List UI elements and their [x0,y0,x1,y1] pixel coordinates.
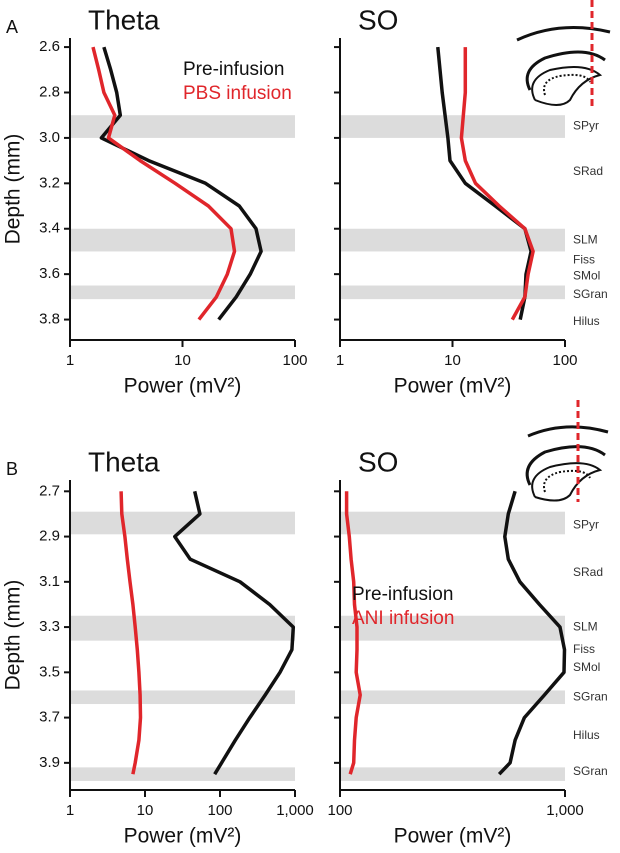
chart-title: Theta [88,446,160,477]
series-line [497,490,567,776]
y-tick-label: 2.8 [39,83,60,100]
chart-title: SO [358,4,398,35]
x-tick-label: 1 [336,352,344,369]
layer-band [71,285,295,300]
chart-title: SO [358,446,398,477]
layer-band [71,228,295,252]
layer-label: SGran [573,689,608,703]
legend-entry: ANI infusion [352,608,454,629]
series-line [119,491,143,775]
y-tick-label: 3.9 [39,754,60,771]
layer-band [341,115,565,138]
x-tick-label: 100 [327,802,352,819]
y-axis-label: Depth (mm) [2,134,25,245]
x-tick-label: 10 [137,802,154,819]
x-tick-label: 10 [174,352,191,369]
panel-label: A [6,17,18,37]
layer-label: SPyr [573,119,599,133]
legend-entry: Pre-infusion [352,584,453,605]
layer-band [71,615,295,641]
layer-label: SLM [573,619,598,633]
series-line [344,491,362,775]
layer-band [71,767,295,781]
hippocampus-icon [525,400,609,502]
layer-band [341,285,565,300]
layer-band [341,690,565,705]
layer-label: SGran [573,287,608,301]
series-line [91,46,237,321]
x-tick-label: 1,000 [546,802,584,819]
x-tick-label: 100 [282,352,307,369]
layer-band [71,511,295,535]
y-tick-label: 3.2 [39,174,60,191]
series-line [99,46,263,321]
layer-label: SMol [573,660,600,674]
x-tick-label: 1 [66,352,74,369]
series-line [436,46,533,320]
layer-band [341,615,565,641]
x-axis-label: Power (mV²) [124,375,242,398]
x-axis-label: Power (mV²) [394,375,512,398]
y-tick-label: 3.6 [39,265,60,282]
layer-band [341,511,565,535]
x-tick-label: 100 [207,802,232,819]
x-axis-label: Power (mV²) [394,825,512,848]
panel-label: B [6,459,18,479]
layer-label: SRad [573,164,603,178]
layer-label: SRad [573,565,603,579]
layer-band [71,690,295,705]
hippocampus-icon [516,0,611,108]
y-tick-label: 3.7 [39,709,60,726]
layer-label: Hilus [573,728,600,742]
series-line [173,490,296,776]
layer-label: SMol [573,269,600,283]
layer-label: SPyr [573,517,599,531]
x-tick-label: 10 [444,352,461,369]
y-tick-label: 2.7 [39,482,60,499]
y-tick-label: 3.8 [39,311,60,328]
y-tick-label: 3.4 [39,220,60,237]
x-tick-label: 100 [552,352,577,369]
x-tick-label: 1,000 [276,802,314,819]
layer-band [341,767,565,781]
layer-label: Fiss [573,253,595,267]
y-tick-label: 3.1 [39,573,60,590]
y-tick-label: 2.6 [39,38,60,55]
y-tick-label: 3.3 [39,618,60,635]
layer-band [71,115,295,138]
layer-label: SLM [573,232,598,246]
layer-band [341,228,565,252]
layer-label: Fiss [573,642,595,656]
x-axis-label: Power (mV²) [124,825,242,848]
y-tick-label: 3.5 [39,663,60,680]
series-line [459,47,535,321]
y-axis-label: Depth (mm) [2,580,25,691]
legend-entry: Pre-infusion [183,59,284,80]
layer-label: Hilus [573,314,600,328]
y-tick-label: 3.0 [39,129,60,146]
x-tick-label: 1 [66,802,74,819]
legend-entry: PBS infusion [183,83,292,104]
y-tick-label: 2.9 [39,528,60,545]
chart-title: Theta [88,4,160,35]
layer-label: SGran [573,764,608,778]
